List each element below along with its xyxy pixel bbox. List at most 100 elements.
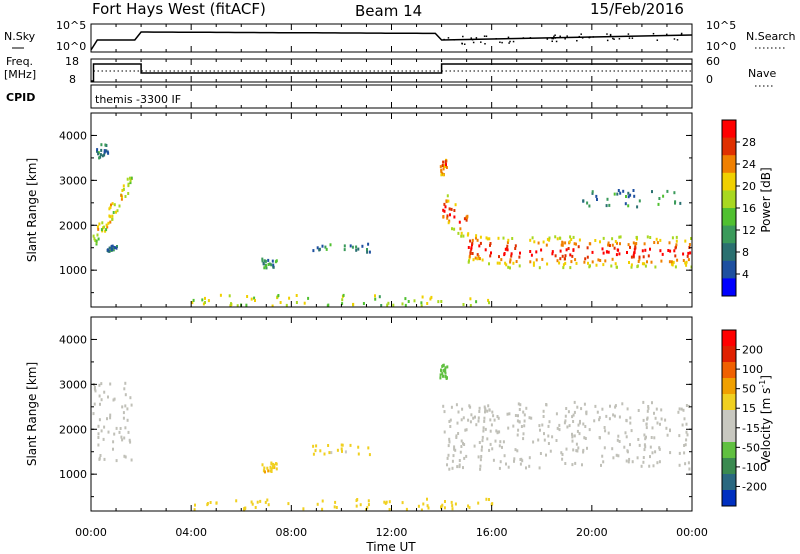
scatter-cell: [566, 425, 569, 429]
scatter-cell: [465, 218, 468, 222]
scatter-cell: [103, 225, 105, 229]
nsearch-point: [480, 41, 482, 43]
scatter-cell: [482, 429, 485, 433]
scatter-cell: [598, 436, 601, 439]
scatter-cell: [627, 191, 630, 195]
scatter-cell: [678, 434, 681, 438]
scatter-cell: [259, 499, 262, 503]
scatter-cell: [653, 436, 656, 440]
scatter-cell: [651, 190, 653, 194]
scatter-cell: [599, 259, 602, 262]
scatter-cell: [479, 241, 482, 245]
scatter-cell: [445, 199, 448, 203]
scatter-cell: [554, 254, 557, 258]
scatter-cell: [565, 447, 568, 451]
scatter-cell: [469, 297, 472, 301]
scatter-cell: [546, 262, 549, 266]
scatter-cell: [440, 173, 443, 177]
scatter-cell: [561, 243, 564, 247]
scatter-cell: [357, 452, 360, 456]
nsearch-point: [475, 37, 478, 39]
scatter-cell: [538, 466, 541, 470]
scatter-cell: [101, 154, 104, 158]
scatter-cell: [316, 502, 319, 506]
x-tick-label: 00:00: [676, 526, 708, 539]
scatter-cell: [675, 243, 678, 247]
scatter-cell: [494, 439, 497, 443]
scatter-cell: [481, 435, 484, 439]
scatter-cell: [678, 407, 681, 411]
scatter-cell: [444, 368, 447, 372]
scatter-cell: [642, 460, 645, 464]
nsearch-point: [578, 35, 581, 38]
freq-left-tick-bottom: 8: [69, 73, 76, 86]
scatter-cell: [404, 303, 407, 307]
scatter-cell: [96, 225, 99, 229]
scatter-cell: [690, 237, 692, 240]
colorbar-tick-label: 100: [742, 363, 763, 376]
scatter-cell: [266, 498, 269, 502]
scatter-cell: [122, 184, 125, 188]
scatter-cell: [650, 436, 653, 439]
scatter-cell: [124, 381, 127, 385]
scatter-cell: [473, 444, 476, 448]
scatter-cell: [250, 500, 253, 504]
scatter-cell: [593, 419, 596, 423]
scatter-cell: [678, 463, 681, 467]
scatter-cell: [512, 261, 515, 265]
nave-right-tick-bottom: 0: [706, 73, 713, 86]
scatter-cell: [126, 407, 129, 411]
scatter-cell: [542, 240, 545, 244]
nsearch-point: [555, 40, 558, 43]
scatter-cell: [551, 435, 554, 439]
scatter-cell: [429, 297, 432, 301]
scatter-cell: [367, 499, 370, 503]
scatter-cell: [673, 249, 676, 253]
scatter-cell: [96, 149, 98, 153]
scatter-cell: [267, 258, 270, 262]
nsearch-point: [447, 37, 450, 39]
scatter-cell: [407, 300, 410, 303]
scatter-cell: [633, 194, 636, 198]
scatter-cell: [656, 461, 659, 465]
scatter-cell: [476, 257, 479, 261]
colorbar-swatch: [722, 137, 736, 156]
scatter-cell: [105, 223, 108, 227]
scatter-cell: [591, 190, 594, 194]
scatter-cell: [674, 200, 677, 204]
nsearch-point: [606, 33, 608, 35]
scatter-cell: [546, 237, 549, 241]
scatter-cell: [442, 215, 445, 218]
scatter-cell: [682, 408, 685, 412]
scatter-cell: [109, 382, 112, 386]
scatter-cell: [102, 437, 105, 441]
scatter-cell: [107, 248, 110, 252]
scatter-cell: [497, 236, 500, 240]
nsearch-point: [576, 39, 578, 42]
scatter-cell: [618, 440, 621, 443]
scatter-cell: [588, 265, 591, 269]
scatter-cell: [100, 429, 103, 433]
scatter-cell: [100, 148, 103, 152]
scatter-cell: [315, 444, 318, 448]
scatter-cell: [532, 440, 535, 444]
scatter-cell: [357, 247, 360, 251]
scatter-cell: [584, 437, 587, 440]
scatter-cell: [448, 420, 451, 423]
scatter-cell: [108, 246, 111, 250]
scatter-cell: [271, 259, 274, 263]
colorbar-swatch: [722, 225, 736, 244]
scatter-cell: [555, 439, 558, 442]
scatter-cell: [624, 202, 627, 206]
scatter-cell: [647, 405, 650, 408]
scatter-cell: [458, 220, 461, 224]
scatter-cell: [421, 295, 424, 299]
nsearch-point: [559, 35, 561, 38]
scatter-cell: [685, 260, 688, 264]
scatter-cell: [463, 456, 466, 460]
scatter-cell: [538, 266, 541, 270]
scatter-cell: [484, 248, 487, 252]
scatter-cell: [541, 257, 544, 261]
scatter-cell: [607, 431, 610, 435]
scatter-cell: [267, 263, 270, 266]
